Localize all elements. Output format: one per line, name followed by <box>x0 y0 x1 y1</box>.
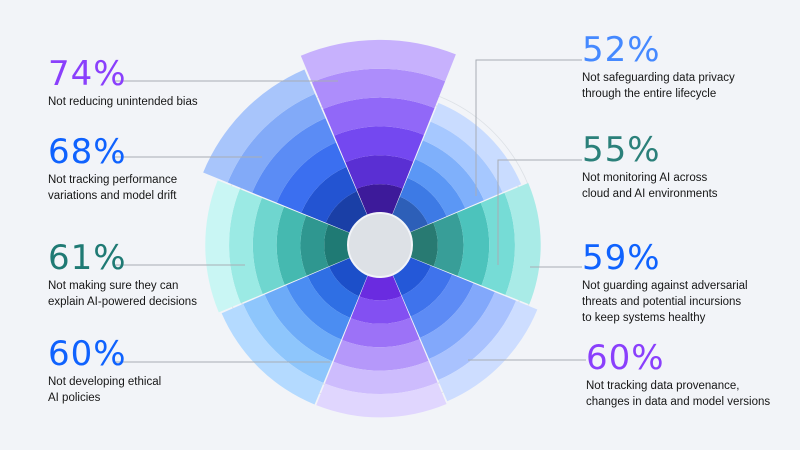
stat-description-line: AI policies <box>48 392 101 404</box>
stat-description-line: Not tracking performance <box>48 174 178 186</box>
stat-description-line: to keep systems healthy <box>582 312 706 324</box>
chart-bar <box>316 274 447 418</box>
chart-bar-band <box>276 206 307 285</box>
stat-percent: 59% <box>582 238 661 278</box>
chart-bar-band <box>399 177 447 225</box>
chart-bar-band <box>221 303 324 405</box>
chart-bar-band <box>334 126 424 163</box>
chart-bar-band <box>307 266 359 318</box>
chart-bar-band <box>415 140 484 209</box>
chart-bar-band <box>504 182 541 305</box>
stat-description-line: Not reducing unintended bias <box>48 96 198 108</box>
stat-percent: 60% <box>586 338 665 378</box>
stat-description: Not reducing unintended bias <box>48 94 278 110</box>
stat-description: Not developing ethical AI policies <box>48 374 278 406</box>
chart-bar-band <box>422 121 503 201</box>
stat-description-line: Not safeguarding data privacy <box>582 72 735 84</box>
chart-bar-band <box>409 222 438 267</box>
chart-bar-band <box>342 317 420 348</box>
chart-bar-band <box>407 159 466 217</box>
chart-bar-band <box>301 166 357 223</box>
chart-bar-band <box>264 285 342 362</box>
stat-block-adversarial: 59% Not guarding against adversarial thr… <box>582 240 800 326</box>
chart-bar-band <box>316 382 447 418</box>
stat-description-line: through the entire lifecycle <box>582 88 717 100</box>
leader-line <box>475 59 582 196</box>
chart-bar <box>392 257 538 402</box>
leader-line <box>497 159 582 265</box>
chart-bar <box>203 69 368 233</box>
stat-description: Not guarding against adversarial threats… <box>582 278 800 326</box>
stat-block-bias: 74% Not reducing unintended bias <box>48 56 278 110</box>
chart-bar-band <box>419 283 495 359</box>
chart-bar-band <box>205 180 241 313</box>
stat-block-drift: 68% Not tracking performance variations … <box>48 134 278 204</box>
chart-bar-band <box>433 212 464 276</box>
chart-bar-band <box>457 202 490 286</box>
chart-bar-band <box>329 257 368 297</box>
chart-bar-band <box>311 68 446 109</box>
chart-bar-band <box>410 274 474 338</box>
chart-bar-band <box>392 196 429 233</box>
chart-bar-band <box>252 197 285 295</box>
stat-description-line: explain AI-powered decisions <box>48 296 197 308</box>
stat-percent: 52% <box>582 30 661 70</box>
chart-bar-band <box>350 296 411 324</box>
stat-percent: 61% <box>48 238 127 278</box>
stat-description: Not tracking data provenance, changes in… <box>586 378 800 410</box>
chart-bar-band <box>300 215 329 276</box>
chart-bar-band <box>333 339 429 371</box>
stat-description-line: changes in data and model versions <box>586 396 771 408</box>
chart-bar-band <box>359 274 402 301</box>
stat-block-privacy: 52% Not safeguarding data privacy throug… <box>582 32 800 102</box>
stat-description-line: Not making sure they can <box>48 280 179 292</box>
stat-block-explain: 61% Not making sure they can explain AI-… <box>48 240 278 310</box>
stat-description: Not making sure they can explain AI-powe… <box>48 278 278 310</box>
leader-lines <box>115 59 586 363</box>
chart-bar-band <box>203 69 315 183</box>
stat-description-line: cloud and AI environments <box>582 188 718 200</box>
stat-block-monitoring: 55% Not monitoring AI across cloud and A… <box>582 132 800 202</box>
chart-bar-band <box>324 224 351 267</box>
chart-bar-band <box>323 97 435 136</box>
stat-description-line: threats and potential incursions <box>582 296 742 308</box>
chart-bar-band <box>252 118 336 203</box>
chart-bar <box>300 39 456 216</box>
chart-bar-band <box>300 39 456 83</box>
chart-bar <box>205 180 351 313</box>
stat-description-line: Not tracking data provenance, <box>586 380 740 392</box>
stat-block-ethics: 60% Not developing ethical AI policies <box>48 336 278 406</box>
stat-percent: 74% <box>48 54 127 94</box>
chart-bar-band <box>345 155 414 189</box>
stat-description: Not safeguarding data privacy through th… <box>582 70 800 102</box>
chart-center-hub <box>347 212 413 278</box>
chart-bar-band <box>429 292 517 381</box>
chart-bar-band <box>392 257 431 296</box>
stat-description-line: Not monitoring AI across <box>582 172 708 184</box>
stat-description: Not monitoring AI across cloud and AI en… <box>582 170 800 202</box>
chart-bar-band <box>401 265 453 317</box>
chart-bar-band <box>286 276 351 340</box>
chart-bar-band <box>227 93 326 193</box>
stat-description: Not tracking performance variations and … <box>48 172 278 204</box>
chart-bar-band <box>356 184 403 216</box>
stat-percent: 68% <box>48 132 127 172</box>
chart-bar-band <box>229 189 263 304</box>
stat-description-line: Not developing ethical <box>48 376 162 388</box>
chart-bar-band <box>243 294 333 383</box>
stat-description-line: Not guarding against adversarial <box>582 280 748 292</box>
stat-percent: 60% <box>48 334 127 374</box>
chart-bar <box>221 257 368 405</box>
stat-percent: 55% <box>582 130 661 170</box>
chart-bar-band <box>276 142 347 213</box>
chart-bar-band <box>324 360 438 395</box>
stat-block-provenance: 60% Not tracking data provenance, change… <box>586 340 800 410</box>
stat-description-line: variations and model drift <box>48 190 177 202</box>
chart-bar-band <box>438 300 538 402</box>
